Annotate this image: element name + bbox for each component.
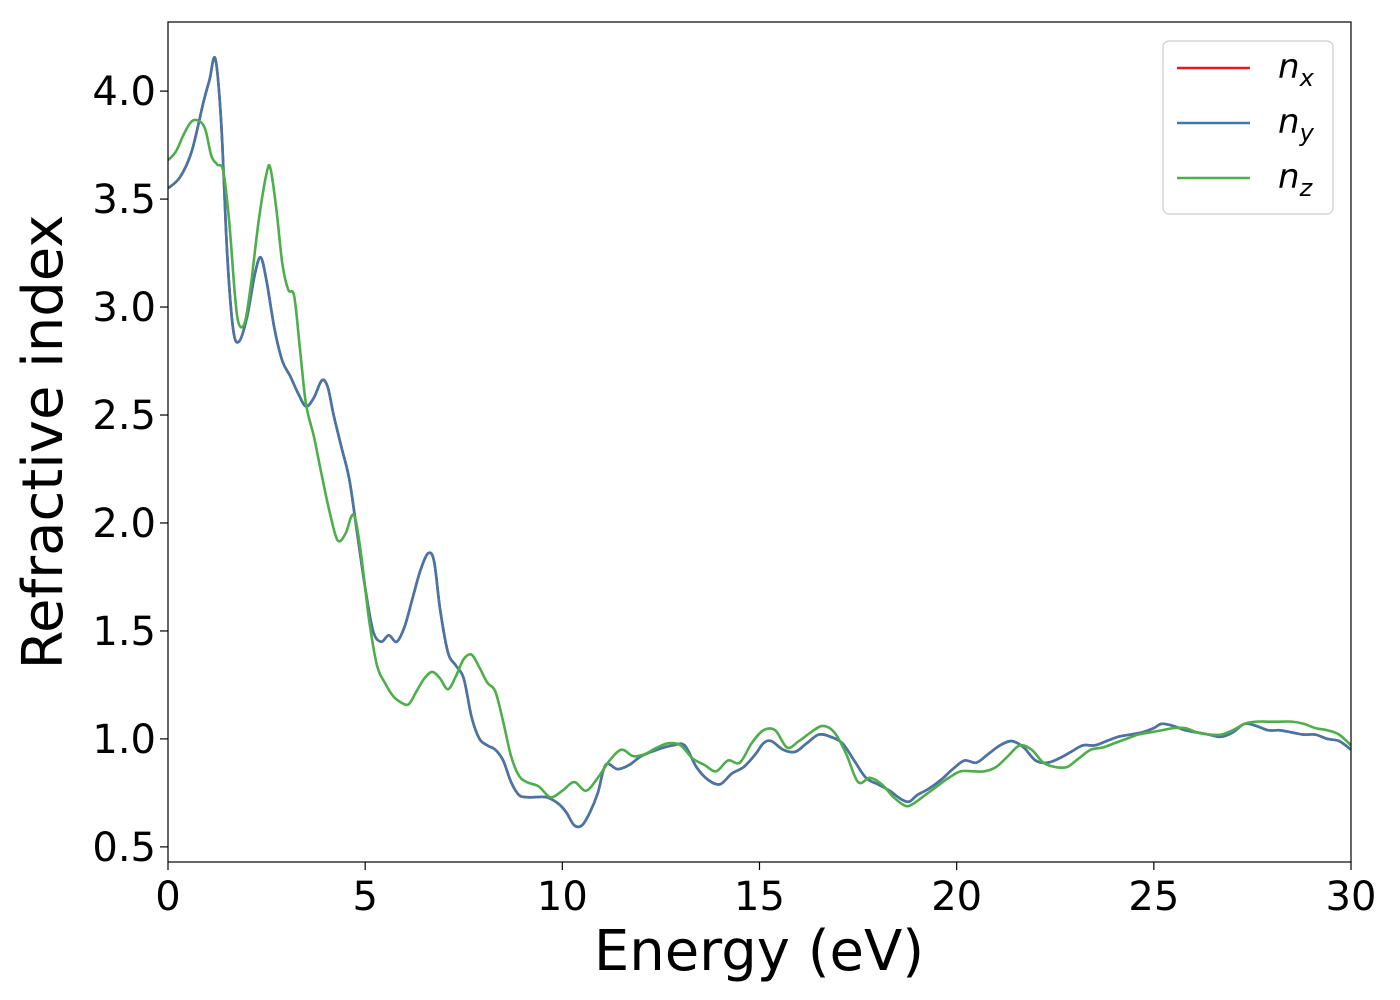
y-axis-label: Refractive index (11, 215, 76, 670)
plot-area (168, 55, 1351, 829)
y-tick-label: 1.0 (92, 717, 156, 763)
legend: nx ny nz (1162, 40, 1334, 215)
x-tick-label: 5 (352, 874, 377, 920)
legend-label-ny: ny (1278, 102, 1315, 147)
y-tick-label: 0.5 (92, 825, 156, 871)
x-tick-label: 15 (734, 874, 785, 920)
series-layer (168, 55, 1351, 829)
y-tick-label: 3.0 (92, 285, 156, 331)
x-tick-label: 10 (537, 874, 588, 920)
y-tick-label: 3.5 (92, 177, 156, 223)
y-tick-label: 1.5 (92, 609, 156, 655)
y-axis: 0.5 1.0 1.5 2.0 2.5 3.0 3.5 4.0 (92, 69, 168, 871)
y-tick-label: 2.0 (92, 501, 156, 547)
y-tick-label: 2.5 (92, 393, 156, 439)
x-tick-label: 20 (931, 874, 982, 920)
x-axis-label: Energy (eV) (594, 919, 924, 984)
legend-label-nz: nz (1278, 157, 1314, 202)
series-line-nz (168, 118, 1351, 808)
x-tick-label: 0 (155, 874, 180, 920)
x-tick-label: 25 (1128, 874, 1179, 920)
x-tick-label: 30 (1326, 874, 1377, 920)
y-tick-label: 4.0 (92, 69, 156, 115)
x-axis: 0 5 10 15 20 25 30 (155, 862, 1376, 920)
legend-box (1162, 40, 1334, 215)
legend-label-nx: nx (1278, 47, 1315, 92)
